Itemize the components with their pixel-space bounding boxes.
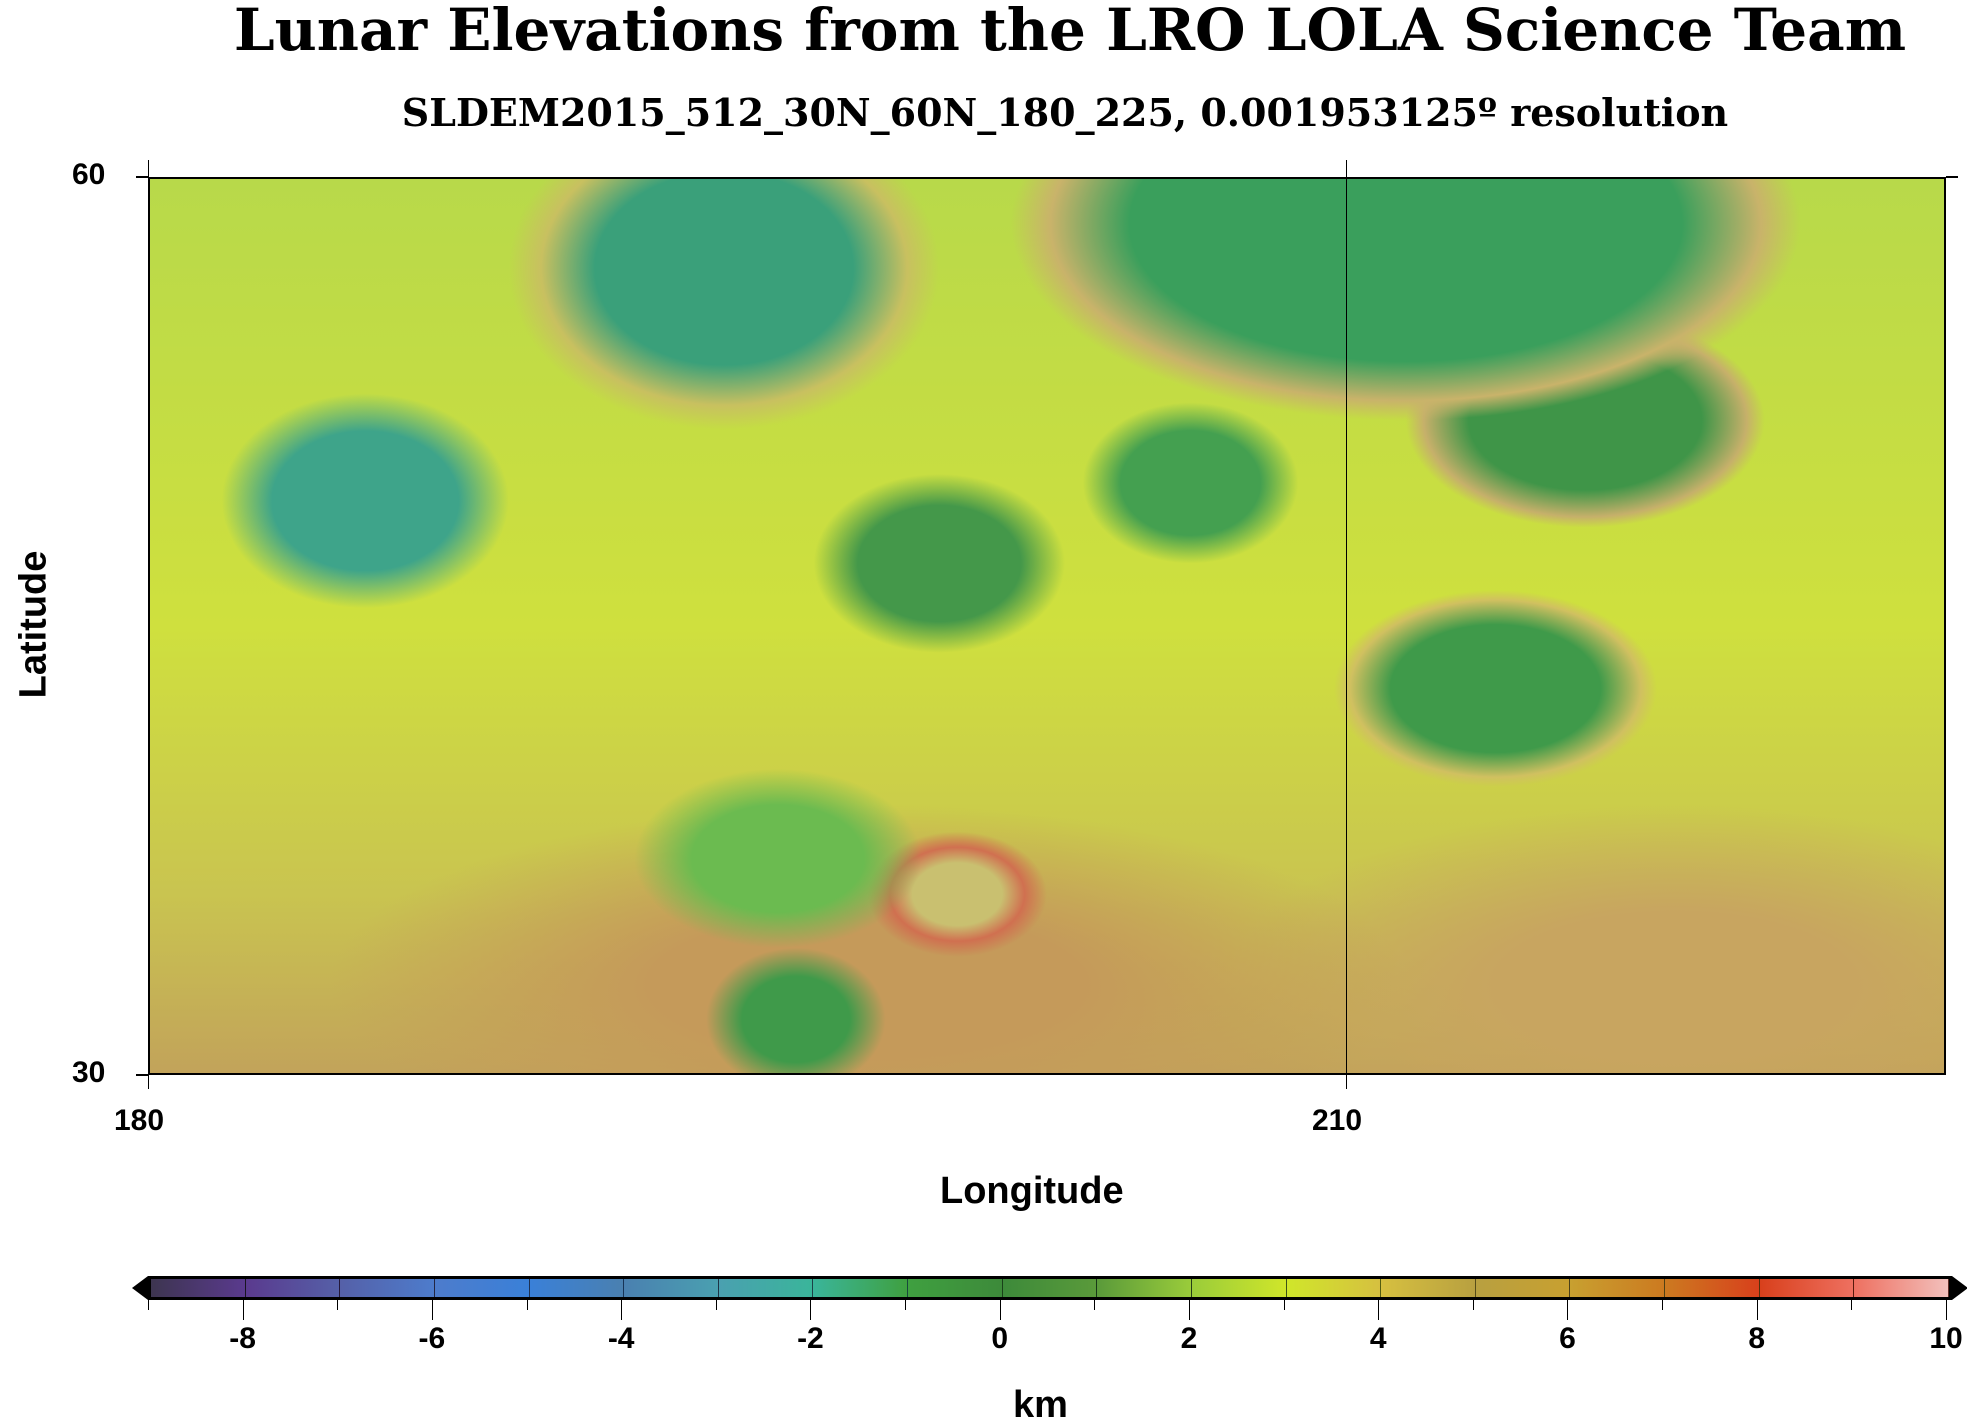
colorbar-tick-mark	[148, 1300, 149, 1310]
colorbar-segment	[1854, 1279, 1949, 1297]
colorbar-tick-label: 2	[1180, 1322, 1198, 1355]
colorbar-segment	[151, 1279, 246, 1297]
colorbar-segment	[1570, 1279, 1665, 1297]
colorbar-segment	[529, 1279, 625, 1297]
colorbar-segment	[1002, 1279, 1098, 1297]
gridline-210	[1346, 179, 1347, 1073]
xtick-mark-210-top	[1346, 160, 1347, 177]
y-axis-label: Latitude	[12, 550, 55, 699]
xtick-label-210: 210	[1312, 1104, 1363, 1137]
colorbar-tick-mark	[1283, 1300, 1285, 1310]
colorbar-segment	[340, 1279, 435, 1297]
ytick-mark-60-right	[1946, 176, 1958, 178]
xtick-mark-180-top	[148, 160, 149, 177]
colorbar-tick-mark	[242, 1300, 244, 1320]
colorbar-tick-mark	[1851, 1300, 1853, 1310]
colorbar	[148, 1276, 1952, 1300]
colorbar-tick-mark	[431, 1300, 433, 1320]
colorbar-tick-mark	[715, 1300, 717, 1310]
colorbar-tick-mark	[337, 1300, 339, 1310]
colorbar-tick-mark	[1378, 1300, 1380, 1320]
colorbar-segment	[1286, 1279, 1382, 1297]
colorbar-tick-label: 10	[1929, 1322, 1963, 1355]
colorbar-tick-label: -2	[797, 1322, 824, 1355]
colorbar-label: km	[1013, 1384, 1068, 1426]
colorbar-left-arrow	[132, 1276, 148, 1300]
ytick-label-60: 60	[72, 158, 106, 191]
ytick-mark-30	[136, 1074, 148, 1076]
colorbar-tick-label: 4	[1369, 1322, 1387, 1355]
colorbar-segment	[813, 1279, 908, 1297]
colorbar-segment	[908, 1279, 1003, 1297]
elevation-map	[148, 177, 1946, 1075]
colorbar-segment	[718, 1279, 814, 1297]
colorbar-tick-mark	[999, 1300, 1001, 1320]
colorbar-segment	[1191, 1279, 1287, 1297]
ytick-mark-60	[136, 176, 148, 178]
colorbar-tick-label: -8	[229, 1322, 256, 1355]
colorbar-tick-label: 8	[1748, 1322, 1766, 1355]
chart-title: Lunar Elevations from the LRO LOLA Scien…	[233, 0, 1907, 64]
colorbar-tick-mark	[621, 1300, 623, 1320]
xtick-mark-180	[148, 1075, 149, 1089]
colorbar-tick-mark	[1094, 1300, 1096, 1310]
colorbar-segment	[1097, 1279, 1192, 1297]
colorbar-tick-label: 0	[991, 1322, 1009, 1355]
xtick-label-180: 180	[114, 1104, 165, 1137]
ytick-label-30: 30	[72, 1056, 106, 1089]
colorbar-tick-label: 6	[1559, 1322, 1576, 1355]
xtick-mark-210	[1346, 1075, 1347, 1089]
colorbar-segment	[1665, 1279, 1760, 1297]
colorbar-segment	[1475, 1279, 1571, 1297]
colorbar-segment	[434, 1279, 530, 1297]
colorbar-tick-mark	[1472, 1300, 1474, 1310]
colorbar-tick-mark	[1567, 1300, 1569, 1320]
colorbar-tick-label: -4	[607, 1322, 635, 1355]
x-axis-label: Longitude	[940, 1170, 1124, 1212]
colorbar-tick-mark	[905, 1300, 907, 1310]
colorbar-tick-mark	[1188, 1300, 1190, 1320]
colorbar-segment	[245, 1279, 341, 1297]
chart-subtitle: SLDEM2015_512_30N_60N_180_225, 0.0019531…	[401, 90, 1729, 135]
colorbar-right-arrow	[1952, 1276, 1967, 1300]
colorbar-tick-mark	[810, 1300, 812, 1320]
colorbar-segment	[1759, 1279, 1855, 1297]
colorbar-tick-mark	[1662, 1300, 1664, 1310]
colorbar-segment	[624, 1279, 719, 1297]
colorbar-tick-label: -6	[418, 1322, 446, 1355]
colorbar-segment	[1381, 1279, 1476, 1297]
colorbar-tick-mark	[1756, 1300, 1758, 1320]
colorbar-tick-mark	[1946, 1300, 1947, 1320]
colorbar-tick-mark	[526, 1300, 528, 1310]
